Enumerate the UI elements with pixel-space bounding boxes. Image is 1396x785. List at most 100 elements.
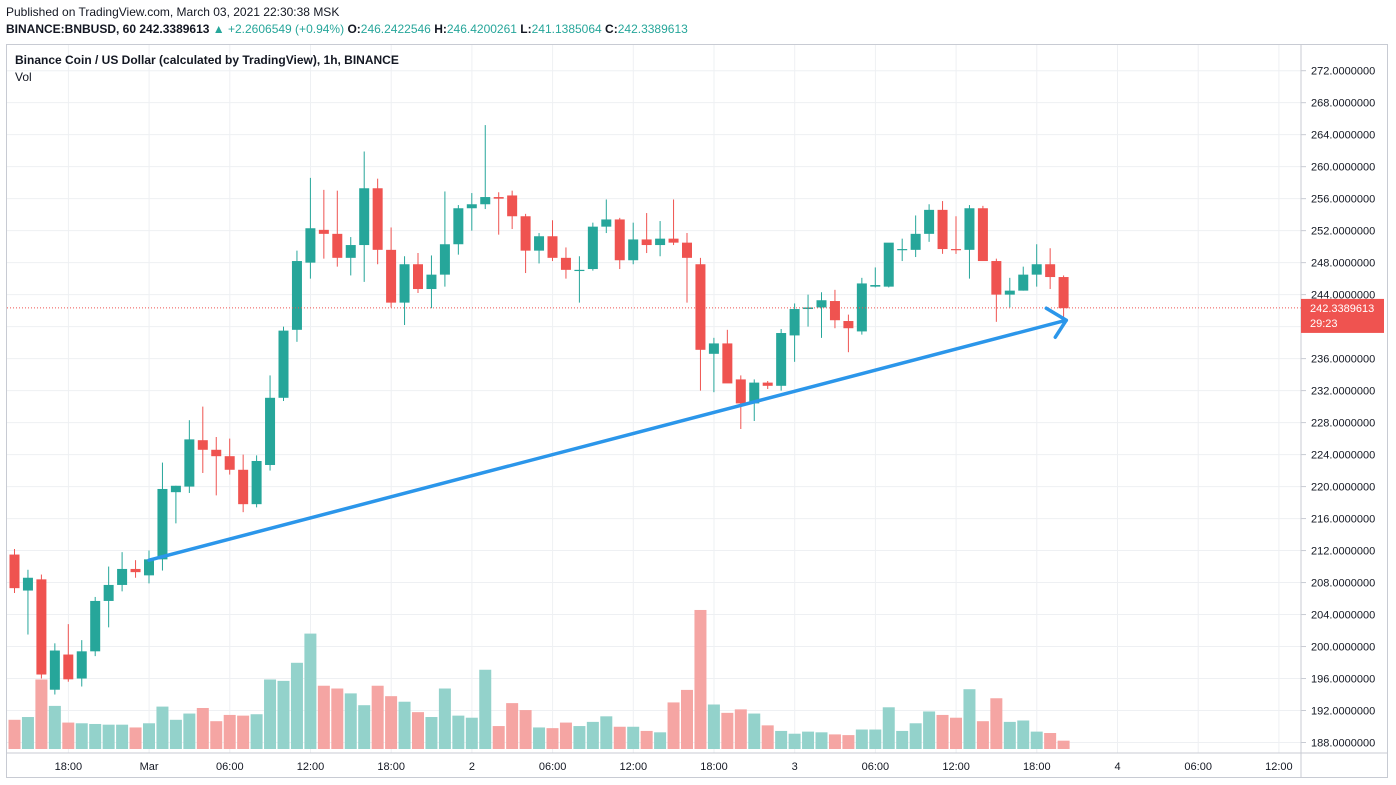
volume-bar xyxy=(331,688,344,749)
candle xyxy=(439,191,450,287)
candle xyxy=(507,190,518,230)
price-tick-label: 260.0000000 xyxy=(1311,162,1375,174)
candle-body xyxy=(224,456,235,470)
time-tick-label: 06:00 xyxy=(1184,761,1212,773)
volume-bar xyxy=(654,732,667,749)
candle xyxy=(574,256,585,303)
open-label: O: xyxy=(347,22,361,36)
candle-body xyxy=(413,264,423,290)
candle-body xyxy=(749,382,760,404)
candle-body xyxy=(9,554,20,589)
volume-bar xyxy=(412,712,424,749)
price-tick-label: 204.0000000 xyxy=(1311,610,1375,622)
candle-body xyxy=(762,382,773,386)
candle xyxy=(1004,277,1015,308)
candle-body xyxy=(184,439,195,487)
current-price-tag: 242.3389613 29:23 xyxy=(1301,298,1384,333)
candle xyxy=(547,220,558,262)
candle-body xyxy=(399,264,410,303)
price-tick-label: 272.0000000 xyxy=(1311,66,1375,78)
candle-body xyxy=(910,233,921,250)
candle xyxy=(601,199,612,234)
time-tick-label: Mar xyxy=(140,761,159,773)
time-tick-label: 18:00 xyxy=(700,761,728,773)
candle-body xyxy=(951,249,961,251)
volume-bar xyxy=(290,662,303,749)
candle xyxy=(63,624,74,682)
candle xyxy=(951,216,961,254)
candle-body xyxy=(76,651,87,679)
candle xyxy=(197,406,208,473)
candle-body xyxy=(1031,264,1042,275)
time-tick-label: 4 xyxy=(1114,761,1120,773)
ohlc-header: BINANCE:BNBUSD, 60 242.3389613 ▲ +2.2606… xyxy=(6,22,688,36)
volume-bar xyxy=(102,724,115,749)
candle xyxy=(977,205,988,262)
candle xyxy=(238,454,249,513)
high-label: H: xyxy=(434,22,447,36)
volume-bar xyxy=(210,721,223,749)
candle xyxy=(803,294,814,327)
volume-bar xyxy=(936,714,949,749)
candle-body xyxy=(36,579,47,675)
price-tick-label: 228.0000000 xyxy=(1311,418,1375,430)
volume-bar xyxy=(143,723,155,749)
candle-body xyxy=(628,239,639,261)
volume-bar xyxy=(196,707,209,749)
time-tick-label: 06:00 xyxy=(862,761,890,773)
time-axis: 18:00 Mar 06:00 12:00 18:00 2 06:00 12:00 18:00 3… xyxy=(55,761,1293,773)
price-tick-label: 232.0000000 xyxy=(1311,386,1375,398)
volume-bar xyxy=(492,726,505,749)
candle xyxy=(9,548,20,593)
time-tick-label: 3 xyxy=(792,761,798,773)
candle-body xyxy=(103,584,114,601)
candle-body xyxy=(291,261,302,330)
volume-bar xyxy=(398,701,411,749)
candle-body xyxy=(386,249,397,303)
volume-bar xyxy=(385,696,398,749)
candle-body xyxy=(426,274,437,290)
time-tick-label: 06:00 xyxy=(539,761,567,773)
volume-bar xyxy=(48,705,61,749)
volume-bar xyxy=(586,721,599,749)
volume-bar xyxy=(371,685,384,749)
volume-bar xyxy=(89,723,102,749)
candle-body xyxy=(372,188,383,250)
candles xyxy=(9,125,1069,695)
price-tick-label: 188.0000000 xyxy=(1311,738,1375,750)
chart-frame[interactable] xyxy=(6,44,1388,778)
candle-body xyxy=(776,333,787,386)
volume-bar xyxy=(573,726,586,749)
candle xyxy=(776,329,787,391)
price-tick-label: 220.0000000 xyxy=(1311,482,1375,494)
volume-bar xyxy=(8,719,21,749)
candle-body xyxy=(641,239,652,246)
candle xyxy=(359,151,370,282)
volume-bar xyxy=(600,716,613,749)
candle xyxy=(910,215,921,258)
candle-body xyxy=(534,236,545,251)
volume-bar xyxy=(667,702,680,749)
time-tick-label: 12:00 xyxy=(620,761,648,773)
candle-body xyxy=(345,245,356,258)
candle xyxy=(117,552,128,592)
candle-body xyxy=(359,188,370,246)
candle xyxy=(211,436,222,496)
candle-body xyxy=(278,330,289,398)
price-tick-label: 264.0000000 xyxy=(1311,130,1375,142)
volume-bar xyxy=(425,717,438,749)
volume-bar xyxy=(546,728,559,749)
volume-bar xyxy=(802,731,815,749)
last-price: 242.3389613 xyxy=(139,22,210,36)
price-tick-label: 196.0000000 xyxy=(1311,674,1375,686)
price-axis: 272.0000000 268.0000000 264.0000000 260.000… xyxy=(1301,66,1375,750)
candle xyxy=(668,199,679,246)
volume-bar xyxy=(828,734,841,749)
volume-bar xyxy=(169,719,182,749)
volume-bar xyxy=(963,689,976,749)
candle xyxy=(90,596,101,657)
volume-bar xyxy=(250,714,263,749)
candle-body xyxy=(856,283,867,332)
candle-body xyxy=(601,219,612,227)
